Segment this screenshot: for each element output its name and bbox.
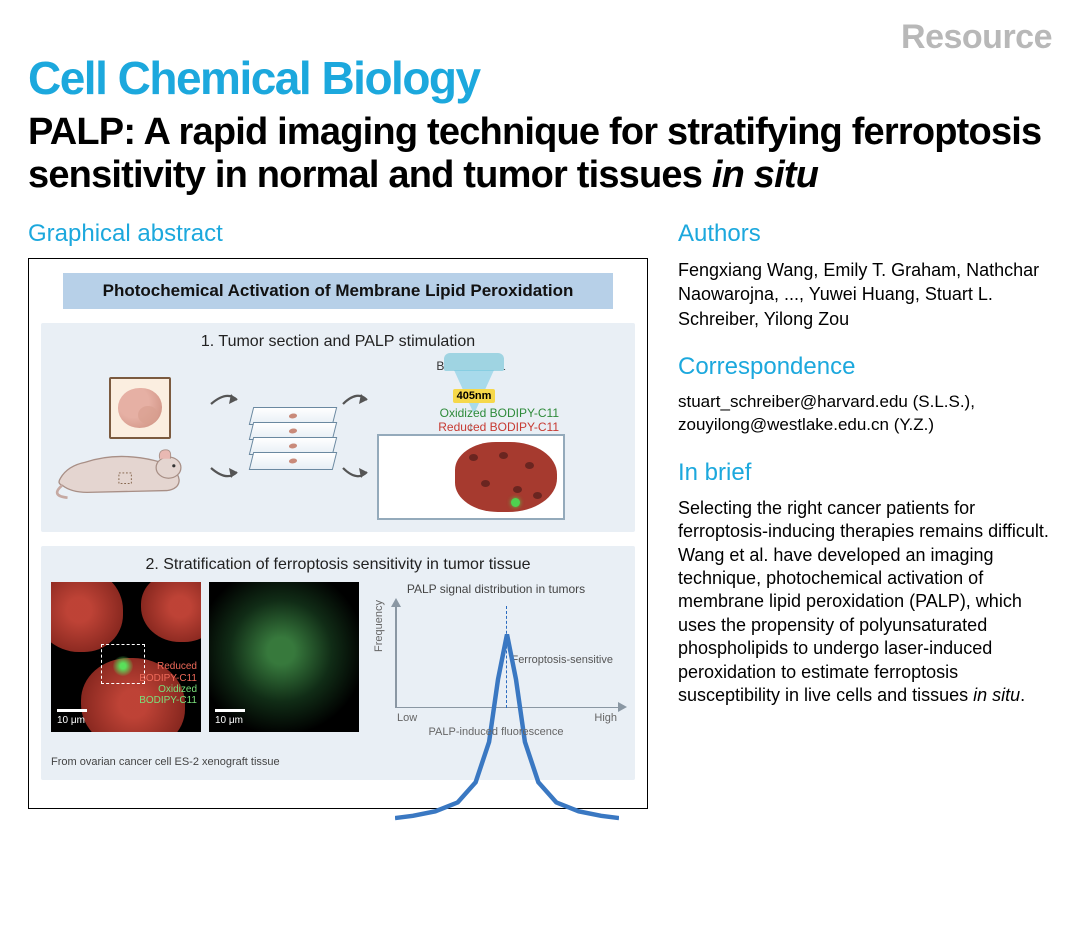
brief-text-italic: in situ [973,685,1020,705]
mouse-icon [51,441,201,503]
reduced-label: Reduced BODIPY-C11 [438,420,559,434]
graphical-abstract-column: Graphical abstract Photochemical Activat… [28,220,648,809]
panel-2-title: 2. Stratification of ferroptosis sensiti… [51,556,625,574]
legend-oxidized-a: Oxidized [158,684,197,695]
panel-2: 2. Stratification of ferroptosis sensiti… [41,546,635,780]
wavelength-label: 405nm [453,389,496,403]
graphical-abstract-heading: Graphical abstract [28,220,648,248]
panel-1-title: 1. Tumor section and PALP stimulation [51,333,625,351]
correspondence-heading: Correspondence [678,353,1052,381]
scale-2: 10 μm [215,715,243,726]
bell-curve [395,612,619,836]
in-brief-body: Selecting the right cancer patients for … [678,497,1052,708]
title-main: PALP: A rapid imaging technique for stra… [28,111,1041,196]
correspondence-2: zouyilong@westlake.edu.cn (Y.Z.) [678,414,1052,437]
tissue-slice [455,442,557,512]
microscopy-1-wrap: 10 μm Reduced BODIPY-C11 Oxidized BODIPY… [51,582,201,732]
in-brief-heading: In brief [678,459,1052,487]
correspondence-block: stuart_schreiber@harvard.edu (S.L.S.), z… [678,391,1052,437]
microscopy-2: 10 μm [209,582,359,732]
distribution-chart: PALP signal distribution in tumors Frequ… [367,582,625,752]
brief-text-a: Selecting the right cancer patients for … [678,498,1049,705]
legend-oxidized-b: BODIPY-C11 [139,695,197,706]
microscopy-1: 10 μm Reduced BODIPY-C11 Oxidized BODIPY… [51,582,201,732]
graphical-abstract-box: Photochemical Activation of Membrane Lip… [28,258,648,809]
abstract-banner: Photochemical Activation of Membrane Lip… [63,273,613,309]
legend-reduced-b: BODIPY-C11 [139,673,197,684]
chart-ylabel: Frequency [373,600,385,652]
mouse-with-tumor [51,377,201,503]
slides-stack-icon [251,410,335,470]
chart-xlabel: PALP-induced fluorescence [367,726,625,738]
laser-icon: 405nm [444,353,504,414]
tumor-inset-icon [109,377,171,439]
arrow-to-laser-icon [341,382,371,492]
arrow-to-slides-icon [207,382,241,492]
chart-title: PALP signal distribution in tumors [367,582,625,596]
oxidized-label: Oxidized BODIPY-C11 [440,406,559,420]
tissue-slide-icon: Oxidized BODIPY-C11 Reduced BODIPY-C11 [377,434,565,520]
micro1-legend: Reduced BODIPY-C11 Oxidized BODIPY-C11 [139,661,197,706]
scale-1: 10 μm [57,715,85,726]
title-italic: in situ [712,154,818,196]
authors-heading: Authors [678,220,1052,248]
panel-1: 1. Tumor section and PALP stimulation [41,323,635,532]
brief-text-end: . [1020,685,1025,705]
correspondence-1: stuart_schreiber@harvard.edu (S.L.S.), [678,391,1052,414]
article-title: PALP: A rapid imaging technique for stra… [28,111,1052,196]
journal-name: Cell Chemical Biology [28,51,1052,105]
sidebar-column: Authors Fengxiang Wang, Emily T. Graham,… [678,220,1052,809]
authors-list: Fengxiang Wang, Emily T. Graham, Nathcha… [678,258,1052,331]
legend-reduced-a: Reduced [157,661,197,672]
